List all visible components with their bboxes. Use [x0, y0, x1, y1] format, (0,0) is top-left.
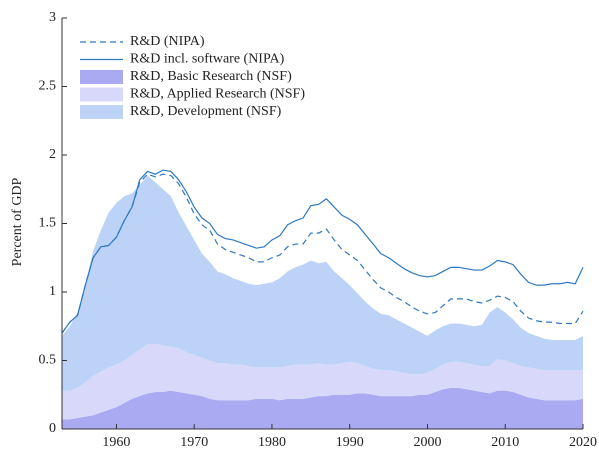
- legend-label: R&D incl. software (NIPA): [130, 52, 285, 67]
- y-axis-label: Percent of GDP: [10, 177, 25, 266]
- y-tick-label: 0: [49, 421, 56, 436]
- area: [62, 175, 583, 391]
- legend-label: R&D (NIPA): [130, 34, 205, 49]
- legend-swatch: [80, 105, 123, 119]
- y-tick-label: 3: [49, 10, 56, 25]
- line: [61, 173, 584, 334]
- x-tick-label: 1990: [336, 435, 364, 450]
- y-tick-label: 2: [49, 147, 56, 162]
- x-tick-label: 1970: [180, 435, 208, 450]
- y-tick-label: 1: [49, 284, 56, 299]
- legend-label: R&D, Basic Research (NSF): [130, 69, 292, 84]
- x-tick-label: 2000: [413, 435, 441, 450]
- x-tick-label: 1960: [102, 435, 130, 450]
- legend-swatch: [80, 87, 123, 102]
- x-tick-label: 1980: [258, 435, 286, 450]
- legend-swatch: [80, 70, 123, 84]
- x-tick-label: 2020: [569, 435, 597, 450]
- legend-label: R&D, Applied Research (NSF): [130, 87, 305, 102]
- x-tick-label: 2010: [491, 435, 519, 450]
- y-tick-label: 1.5: [39, 216, 57, 231]
- y-tick-label: 2.5: [39, 79, 57, 94]
- line: [61, 169, 584, 334]
- area: [62, 387, 583, 429]
- y-tick-label: 0.5: [39, 353, 57, 368]
- legend-label: R&D, Development (NSF): [130, 104, 282, 119]
- area: [62, 344, 583, 420]
